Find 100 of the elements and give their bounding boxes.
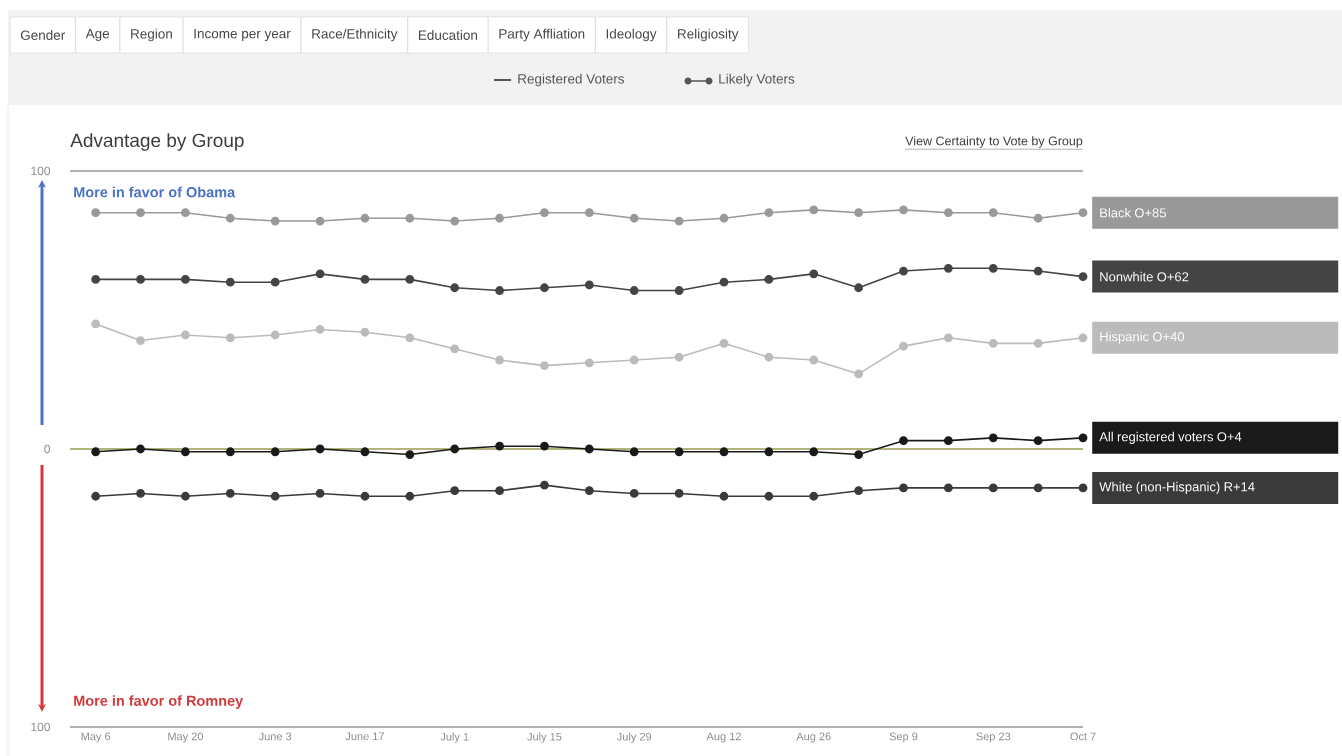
point: [943, 208, 953, 217]
point: [225, 488, 235, 498]
point: [450, 216, 460, 226]
x-tick-label: July 1: [440, 732, 469, 743]
x-tick-label: May 6: [81, 732, 111, 743]
text: Race/Ethnicity: [312, 28, 398, 42]
point: [719, 277, 729, 287]
point: [943, 436, 953, 445]
point: [181, 208, 190, 217]
point: [91, 447, 101, 457]
point: [270, 330, 280, 340]
point: [225, 333, 235, 343]
point: [809, 205, 819, 215]
point: [181, 491, 190, 501]
point: [584, 358, 594, 368]
x-tick-label: Sep 23: [976, 732, 1011, 743]
point: [629, 286, 639, 295]
x-tick-label: Aug 12: [706, 732, 741, 743]
point: [495, 441, 504, 451]
point: [988, 263, 998, 273]
point: [181, 447, 190, 457]
point: [674, 488, 684, 498]
point: [719, 491, 729, 501]
point: [1033, 436, 1043, 445]
point: [854, 283, 864, 293]
text: Income per year: [194, 28, 291, 41]
point: [674, 286, 684, 295]
x-tick-label: July 29: [616, 732, 652, 743]
series-label: Black O+85: [1100, 207, 1166, 218]
point: [225, 447, 235, 457]
point: [181, 330, 190, 340]
point: [674, 447, 684, 457]
point: [988, 433, 998, 443]
point: [270, 216, 280, 226]
annotation: More in favor of Obama: [74, 186, 236, 198]
point: [899, 266, 908, 276]
point: [899, 483, 908, 493]
x-tick-label: Sep 9: [889, 732, 918, 743]
point: [136, 488, 145, 498]
point: [270, 447, 280, 457]
series-label: Nonwhite O+62: [1100, 271, 1189, 282]
text: Region: [131, 28, 172, 42]
text: Gender: [20, 29, 65, 40]
point: [136, 336, 145, 345]
x-tick-label: May 20: [168, 732, 204, 743]
point: [764, 274, 774, 284]
point: [809, 447, 819, 457]
point: [988, 338, 998, 348]
point: [943, 333, 953, 343]
point: [360, 447, 370, 457]
point: [854, 208, 864, 217]
chart-title: Advantage by Group: [70, 133, 244, 151]
point: [899, 341, 908, 351]
point: [854, 369, 864, 379]
point: [764, 208, 774, 217]
point: [584, 208, 594, 217]
point: [584, 444, 594, 454]
point: [629, 213, 639, 223]
point: [899, 436, 908, 445]
point: [495, 355, 504, 365]
point: [360, 327, 370, 337]
point: [136, 444, 145, 454]
point: [315, 269, 325, 279]
point: [1078, 433, 1088, 443]
point: [1033, 213, 1043, 223]
point: [943, 483, 953, 493]
point: [629, 447, 639, 457]
point: [1078, 208, 1088, 217]
point: [360, 491, 370, 501]
point: [315, 216, 325, 226]
series-label: Hispanic O+40: [1100, 331, 1185, 344]
point: [764, 491, 774, 501]
point: [405, 450, 415, 459]
point: [540, 441, 549, 451]
point: [360, 213, 370, 223]
x-tick-label: Oct 7: [1070, 732, 1096, 741]
y-tick-label: 100: [31, 722, 51, 732]
point: [540, 480, 549, 490]
x-tick-label: June 3: [258, 732, 292, 741]
text: Religiosity: [678, 28, 739, 42]
point: [225, 213, 235, 223]
point: [495, 213, 504, 223]
point: [584, 280, 594, 290]
point: [315, 488, 325, 498]
text: Party Affliation: [499, 28, 585, 42]
y-tick-label: 100: [31, 166, 51, 176]
point: [136, 208, 145, 217]
point: [1033, 266, 1043, 276]
point: [495, 486, 504, 495]
point: [719, 338, 729, 348]
point: [405, 274, 415, 284]
text: Education: [418, 29, 478, 40]
point: [988, 483, 998, 493]
point: [450, 344, 460, 354]
point: [405, 491, 415, 501]
text: View Certainty to Vote by Group: [905, 136, 1083, 148]
point: [809, 355, 819, 365]
point: [91, 274, 101, 284]
point: [764, 447, 774, 457]
point: [91, 208, 101, 217]
